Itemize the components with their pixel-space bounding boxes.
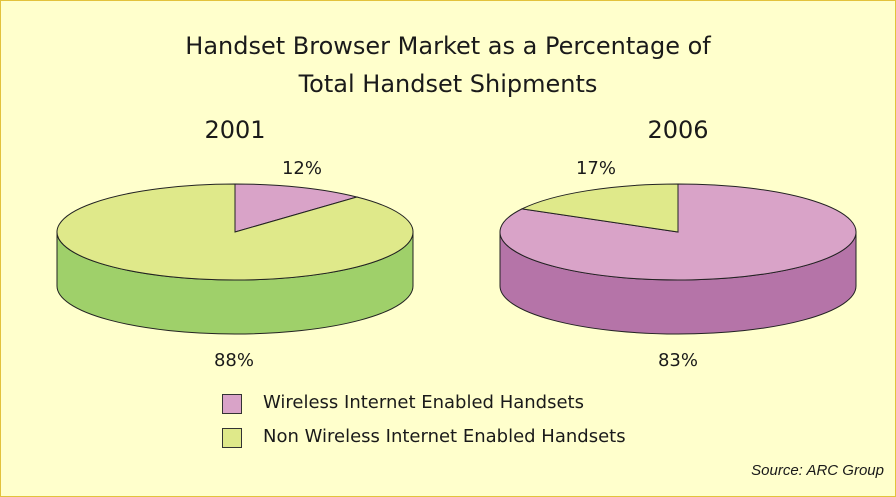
data-label-2006-non-wireless: 17% <box>575 158 616 179</box>
source-note: Source: ARC Group <box>751 462 884 479</box>
year-label-2006: 2006 <box>647 116 709 144</box>
legend-swatch-wireless <box>222 394 242 414</box>
data-label-2001-non-wireless: 88% <box>213 350 254 371</box>
chart-title-line-2: Total Handset Shipments <box>298 70 598 98</box>
pie-1-slice-0 <box>499 183 857 281</box>
data-label-2006-wireless: 83% <box>657 350 698 371</box>
legend-swatch-non-wireless <box>222 428 242 448</box>
year-label-2001: 2001 <box>204 116 266 144</box>
data-label-2001-wireless: 12% <box>281 158 322 179</box>
legend-label-non-wireless: Non Wireless Internet Enabled Handsets <box>263 426 626 447</box>
pie-0-slice-0 <box>234 183 359 233</box>
legend-label-wireless: Wireless Internet Enabled Handsets <box>263 392 584 413</box>
chart-title-line-1: Handset Browser Market as a Percentage o… <box>185 32 711 60</box>
pie-0-slice-1 <box>56 183 414 281</box>
pie-1-slice-1 <box>520 183 679 233</box>
